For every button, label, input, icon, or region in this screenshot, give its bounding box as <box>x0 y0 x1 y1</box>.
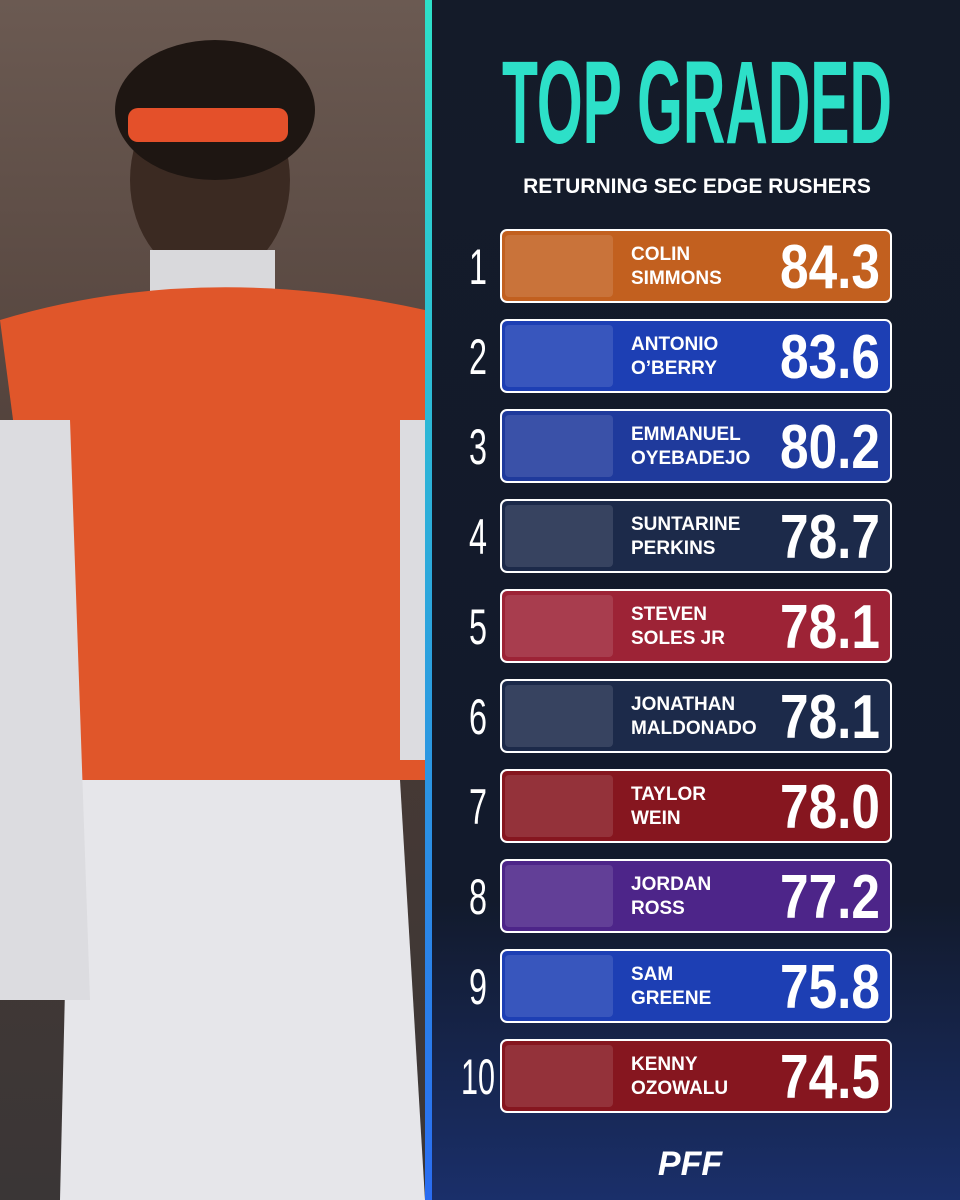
team-logo <box>505 505 613 567</box>
last-name: O’BERRY <box>631 358 717 379</box>
grade: 83.6 <box>780 323 880 392</box>
ranking-row: 4 SUNTARINE PERKINS 78.7 <box>469 499 892 573</box>
ranking-row: 9 SAM GREENE 75.8 <box>469 949 892 1023</box>
row-card <box>500 1039 892 1113</box>
team-logo <box>505 865 613 927</box>
rank: 9 <box>469 959 487 1015</box>
ranking-row: 1 COLIN SIMMONS 84.3 <box>469 229 892 303</box>
first-name: KENNY <box>631 1054 698 1075</box>
ranking-row: 6 JONATHAN MALDONADO 78.1 <box>469 679 892 753</box>
team-logo <box>505 235 613 297</box>
rank: 6 <box>469 689 487 745</box>
grade: 74.5 <box>780 1043 880 1112</box>
team-logo <box>505 415 613 477</box>
last-name: GREENE <box>631 988 711 1009</box>
team-logo <box>505 595 613 657</box>
row-card <box>500 499 892 573</box>
ranking-row: 2 ANTONIO O’BERRY 83.6 <box>469 319 892 393</box>
brand-logo: PFF <box>658 1145 723 1183</box>
title: TOP GRADED <box>502 37 892 169</box>
row-card <box>500 589 892 663</box>
last-name: SOLES JR <box>631 628 725 649</box>
row-card <box>500 949 892 1023</box>
first-name: TAYLOR <box>631 784 706 805</box>
row-card <box>500 319 892 393</box>
row-card <box>500 769 892 843</box>
grade: 75.8 <box>780 953 880 1022</box>
last-name: PERKINS <box>631 538 715 559</box>
grade: 78.1 <box>780 593 880 662</box>
ranking-row: 10 KENNY OZOWALU 74.5 <box>461 1039 892 1113</box>
last-name: OZOWALU <box>631 1078 728 1099</box>
last-name: OYEBADEJO <box>631 448 750 469</box>
rank: 10 <box>461 1049 495 1105</box>
rank: 8 <box>469 869 487 925</box>
last-name: MALDONADO <box>631 718 757 739</box>
first-name: JONATHAN <box>631 694 735 715</box>
rank: 3 <box>469 419 487 475</box>
rank: 1 <box>469 239 487 295</box>
ranking-row: 3 EMMANUEL OYEBADEJO 80.2 <box>469 409 892 483</box>
row-card <box>500 409 892 483</box>
last-name: SIMMONS <box>631 268 722 289</box>
ranking-row: 8 JORDAN ROSS 77.2 <box>469 859 892 933</box>
rank: 2 <box>469 329 487 385</box>
last-name: ROSS <box>631 898 685 919</box>
subtitle: RETURNING SEC EDGE RUSHERS <box>523 175 871 198</box>
grade: 78.0 <box>780 773 880 842</box>
grade: 77.2 <box>780 863 880 932</box>
first-name: JORDAN <box>631 874 711 895</box>
row-card <box>500 229 892 303</box>
rank: 5 <box>469 599 487 655</box>
first-name: COLIN <box>631 244 690 265</box>
first-name: STEVEN <box>631 604 707 625</box>
ranking-row: 7 TAYLOR WEIN 78.0 <box>469 769 892 843</box>
rank: 4 <box>469 509 487 565</box>
rank: 7 <box>469 779 487 835</box>
row-card <box>500 679 892 753</box>
team-logo <box>505 775 613 837</box>
first-name: SAM <box>631 964 673 985</box>
grade: 78.7 <box>780 503 880 572</box>
accent-stripe <box>425 0 432 1200</box>
team-logo <box>505 955 613 1017</box>
team-logo <box>505 685 613 747</box>
player-photo <box>0 0 425 1200</box>
grade: 84.3 <box>780 233 880 302</box>
team-logo <box>505 325 613 387</box>
row-card <box>500 859 892 933</box>
ranking-row: 5 STEVEN SOLES JR 78.1 <box>469 589 892 663</box>
first-name: EMMANUEL <box>631 424 741 445</box>
first-name: SUNTARINE <box>631 514 740 535</box>
team-logo <box>505 1045 613 1107</box>
first-name: ANTONIO <box>631 334 718 355</box>
grade: 80.2 <box>780 413 880 482</box>
last-name: WEIN <box>631 808 681 829</box>
ranking-list: 1 COLIN SIMMONS 84.3 2 ANTONIO O’BERRY 83.6 3 EMM… <box>461 229 892 1113</box>
grade: 78.1 <box>780 683 880 752</box>
